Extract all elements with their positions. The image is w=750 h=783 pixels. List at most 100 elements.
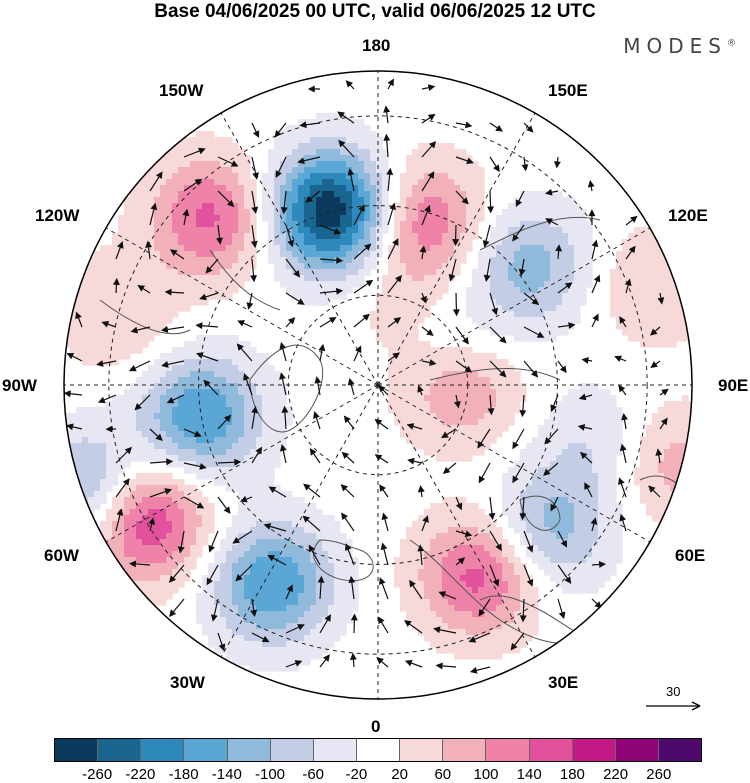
- anomaly-cell: [604, 461, 611, 468]
- anomaly-cell: [394, 311, 401, 318]
- anomaly-cell: [220, 335, 227, 342]
- anomaly-cell: [442, 413, 449, 420]
- anomaly-cell: [508, 413, 515, 420]
- anomaly-cell: [148, 323, 155, 330]
- anomaly-cell: [622, 305, 629, 312]
- anomaly-cell: [676, 449, 683, 456]
- anomaly-cell: [220, 383, 227, 390]
- anomaly-cell: [214, 413, 221, 420]
- anomaly-cell: [196, 197, 203, 204]
- anomaly-cell: [586, 227, 593, 234]
- anomaly-cell: [634, 473, 641, 480]
- anomaly-cell: [100, 305, 107, 312]
- anomaly-cell: [484, 569, 491, 576]
- anomaly-cell: [238, 503, 245, 510]
- anomaly-cell: [202, 167, 209, 174]
- anomaly-cell: [424, 257, 431, 264]
- anomaly-cell: [226, 347, 233, 354]
- anomaly-cell: [202, 515, 209, 522]
- anomaly-cell: [88, 497, 95, 504]
- anomaly-cell: [424, 419, 431, 426]
- anomaly-cell: [484, 539, 491, 546]
- anomaly-cell: [550, 245, 557, 252]
- anomaly-cell: [220, 563, 227, 570]
- anomaly-cell: [682, 419, 689, 426]
- anomaly-cell: [118, 347, 125, 354]
- anomaly-cell: [544, 569, 551, 576]
- anomaly-cell: [256, 563, 263, 570]
- anomaly-cell: [616, 293, 623, 300]
- anomaly-cell: [376, 167, 383, 174]
- anomaly-cell: [412, 521, 419, 528]
- anomaly-cell: [154, 437, 161, 444]
- anomaly-cell: [124, 221, 131, 228]
- anomaly-cell: [682, 437, 689, 444]
- anomaly-cell: [208, 137, 215, 144]
- anomaly-cell: [220, 221, 227, 228]
- anomaly-cell: [160, 455, 167, 462]
- anomaly-cell: [496, 227, 503, 234]
- anomaly-cell: [238, 185, 245, 192]
- anomaly-cell: [250, 557, 257, 564]
- anomaly-cell: [376, 155, 383, 162]
- anomaly-cell: [562, 587, 569, 594]
- anomaly-cell: [496, 413, 503, 420]
- anomaly-cell: [568, 497, 575, 504]
- anomaly-cell: [154, 389, 161, 396]
- anomaly-cell: [316, 227, 323, 234]
- anomaly-cell: [376, 245, 383, 252]
- anomaly-cell: [106, 485, 113, 492]
- anomaly-cell: [370, 233, 377, 240]
- anomaly-cell: [460, 515, 467, 522]
- anomaly-cell: [124, 353, 131, 360]
- anomaly-cell: [430, 527, 437, 534]
- anomaly-cell: [682, 323, 689, 330]
- anomaly-cell: [286, 149, 293, 156]
- anomaly-cell: [166, 587, 173, 594]
- anomaly-cell: [556, 281, 563, 288]
- anomaly-cell: [136, 575, 143, 582]
- anomaly-cell: [544, 299, 551, 306]
- anomaly-cell: [304, 539, 311, 546]
- anomaly-cell: [148, 473, 155, 480]
- anomaly-cell: [526, 527, 533, 534]
- anomaly-cell: [610, 509, 617, 516]
- anomaly-cell: [316, 173, 323, 180]
- anomaly-cell: [328, 581, 335, 588]
- anomaly-cell: [424, 143, 431, 150]
- anomaly-cell: [118, 413, 125, 420]
- anomaly-cell: [166, 161, 173, 168]
- anomaly-cell: [124, 323, 131, 330]
- anomaly-cell: [586, 491, 593, 498]
- anomaly-cell: [646, 263, 653, 270]
- anomaly-cell: [304, 533, 311, 540]
- anomaly-cell: [220, 209, 227, 216]
- anomaly-cell: [202, 371, 209, 378]
- anomaly-cell: [358, 197, 365, 204]
- anomaly-cell: [490, 431, 497, 438]
- anomaly-cell: [100, 317, 107, 324]
- anomaly-cell: [544, 329, 551, 336]
- anomaly-cell: [214, 407, 221, 414]
- anomaly-cell: [106, 329, 113, 336]
- anomaly-cell: [118, 425, 125, 432]
- anomaly-cell: [538, 551, 545, 558]
- anomaly-cell: [430, 581, 437, 588]
- anomaly-cell: [190, 233, 197, 240]
- anomaly-cell: [172, 401, 179, 408]
- anomaly-cell: [262, 569, 269, 576]
- anomaly-cell: [598, 491, 605, 498]
- anomaly-cell: [520, 335, 527, 342]
- anomaly-cell: [436, 365, 443, 372]
- anomaly-cell: [562, 203, 569, 210]
- anomaly-cell: [502, 215, 509, 222]
- anomaly-cell: [640, 473, 647, 480]
- anomaly-cell: [430, 563, 437, 570]
- anomaly-cell: [196, 425, 203, 432]
- anomaly-cell: [88, 281, 95, 288]
- anomaly-cell: [196, 269, 203, 276]
- anomaly-cell: [574, 203, 581, 210]
- anomaly-cell: [658, 431, 665, 438]
- anomaly-cell: [292, 293, 299, 300]
- anomaly-cell: [580, 473, 587, 480]
